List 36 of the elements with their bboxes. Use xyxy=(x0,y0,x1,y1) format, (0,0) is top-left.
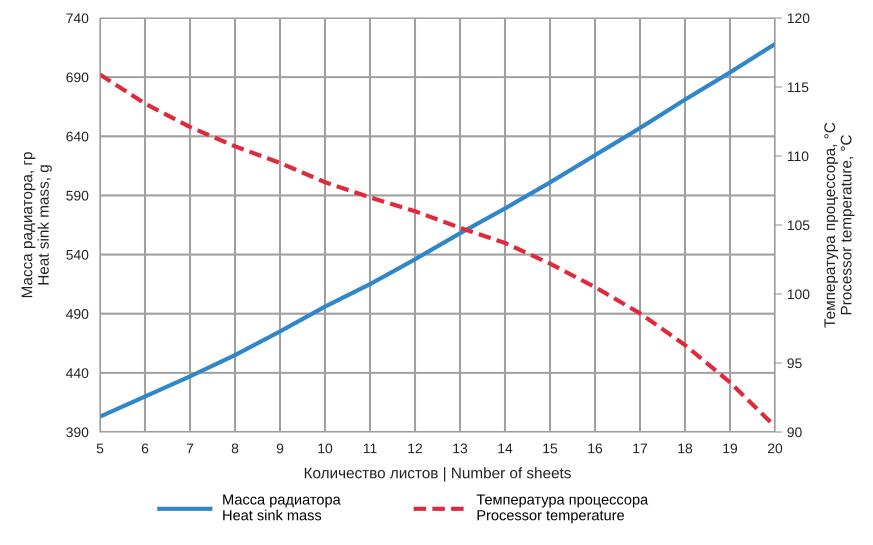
y-tick-label: 690 xyxy=(66,72,88,82)
y2-tick-label: 110 xyxy=(788,151,808,162)
y2-tick-label: 105 xyxy=(788,220,810,230)
x-tick-label: 16 xyxy=(588,443,602,454)
x-tick-label: 13 xyxy=(453,443,468,454)
x-tick-label: 10 xyxy=(318,443,332,454)
x-tick-label: 7 xyxy=(186,444,194,454)
x-tick-label: 14 xyxy=(498,444,512,454)
x-tick-label: 19 xyxy=(723,443,738,454)
y-tick-label: 590 xyxy=(66,190,88,201)
y2-tick-label: 120 xyxy=(788,13,810,24)
y-tick-label: 640 xyxy=(66,132,88,142)
x-tick-label: 12 xyxy=(408,443,422,454)
y-tick-label: 390 xyxy=(66,427,88,438)
y-tick-label: 740 xyxy=(66,13,88,24)
legend-label: Масса радиатора Heat sink mass xyxy=(223,494,341,520)
x-tick-label: 6 xyxy=(142,443,148,454)
y-axis-title: Масса радиатора, гр Heat sink mass, g xyxy=(22,152,52,298)
y2-axis-title: Температура процессора, °C Processor temperature, °C xyxy=(824,122,855,328)
y-tick-label: 490 xyxy=(66,309,88,319)
x-tick-label: 18 xyxy=(678,443,692,454)
x-tick-label: 9 xyxy=(276,443,284,454)
y-tick-label: 440 xyxy=(66,368,88,378)
x-tick-label: 11 xyxy=(364,444,377,454)
y-tick-label: 540 xyxy=(66,250,88,260)
x-axis-title: Количество листов | Number of sheets xyxy=(304,467,571,482)
x-tick-label: 8 xyxy=(232,443,238,454)
y2-tick-label: 115 xyxy=(788,82,808,92)
y2-tick-label: 90 xyxy=(787,427,802,438)
y2-tick-label: 100 xyxy=(788,289,810,300)
x-tick-label: 15 xyxy=(543,444,558,454)
y2-tick-label: 95 xyxy=(787,358,802,368)
x-tick-label: 5 xyxy=(96,444,104,454)
x-tick-label: 17 xyxy=(633,444,648,454)
legend-label: Температура процессора Processor temperature xyxy=(476,494,648,524)
x-tick-label: 20 xyxy=(768,443,782,454)
